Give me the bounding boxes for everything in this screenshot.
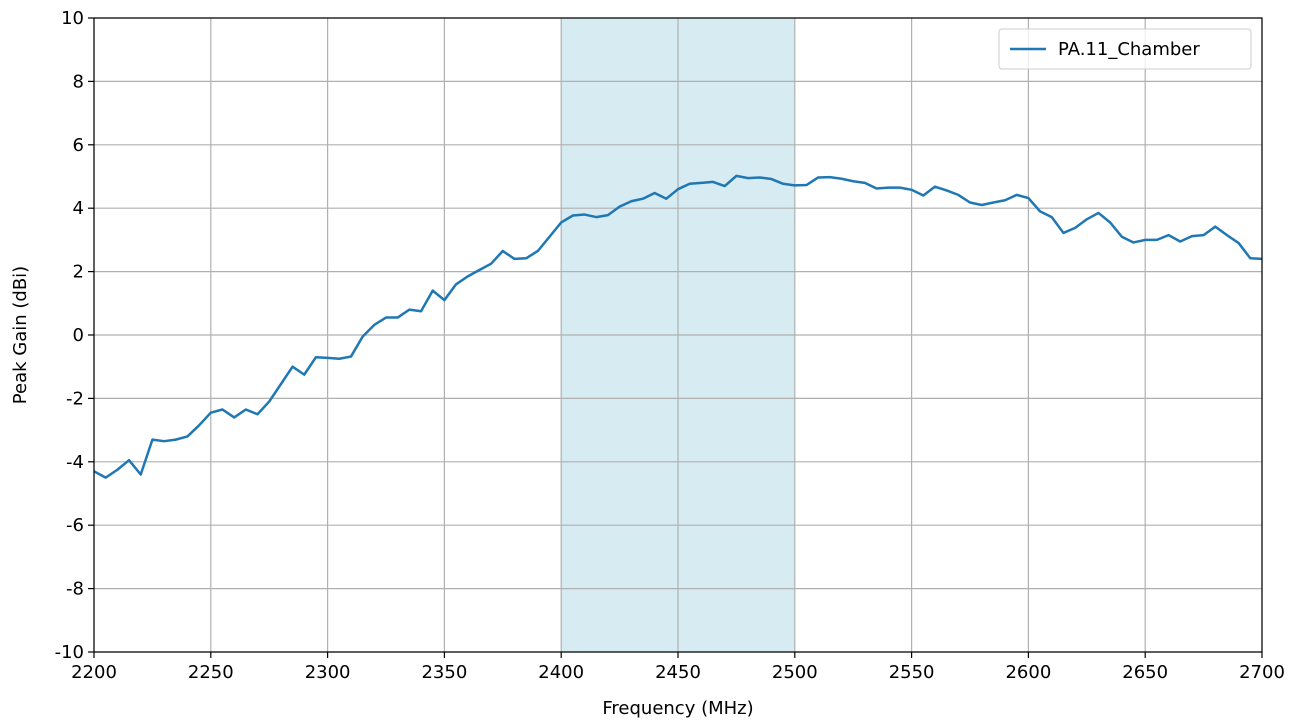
legend-box (998, 28, 1252, 70)
x-tick-label: 2200 (71, 662, 117, 683)
legend: PA.11_Chamber (998, 28, 1252, 70)
x-tick-label: 2400 (538, 662, 584, 683)
x-tick-label: 2350 (421, 662, 467, 683)
y-tick-label: -4 (66, 452, 84, 473)
y-tick-label: 0 (73, 325, 84, 346)
y-tick-label: 4 (73, 198, 84, 219)
x-tick-label: 2300 (305, 662, 351, 683)
series-layer (93, 174, 1263, 479)
y-tick-label: 6 (73, 135, 84, 156)
x-tick-label: 2600 (1005, 662, 1051, 683)
y-axis-label: Peak Gain (dBi) (10, 266, 31, 404)
y-tick-label: -6 (66, 515, 84, 536)
series-line-0 (93, 174, 1263, 479)
y-tick-label: -2 (66, 388, 84, 409)
x-tick-label: 2250 (188, 662, 234, 683)
x-tick-label: 2450 (655, 662, 701, 683)
y-tick-label: 8 (73, 71, 84, 92)
x-tick-label: 2550 (889, 662, 935, 683)
y-tick-label: 2 (73, 262, 84, 283)
y-tick-label: -8 (66, 579, 84, 600)
legend-label: PA.11_Chamber (1058, 39, 1200, 60)
y-tick-label: 10 (61, 8, 84, 29)
x-axis-label: Frequency (MHz) (602, 698, 753, 719)
x-tick-label: 2700 (1239, 662, 1285, 683)
x-tick-label: 2500 (772, 662, 818, 683)
y-tick-label: -10 (55, 642, 84, 663)
tick-layer: 2200 2250 2300 2350 2400 2450 2500 2550 2600 2650… (55, 8, 1285, 683)
x-tick-label: 2650 (1122, 662, 1168, 683)
